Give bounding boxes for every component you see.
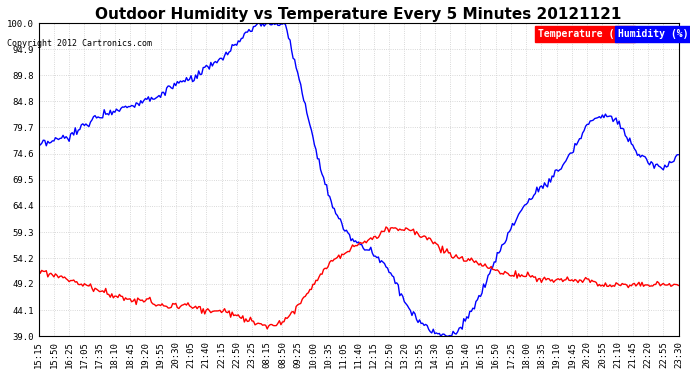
Text: Copyright 2012 Cartronics.com: Copyright 2012 Cartronics.com — [7, 39, 152, 48]
Text: Temperature (°F): Temperature (°F) — [538, 29, 632, 39]
Text: Humidity (%): Humidity (%) — [618, 29, 688, 39]
Title: Outdoor Humidity vs Temperature Every 5 Minutes 20121121: Outdoor Humidity vs Temperature Every 5 … — [95, 7, 622, 22]
